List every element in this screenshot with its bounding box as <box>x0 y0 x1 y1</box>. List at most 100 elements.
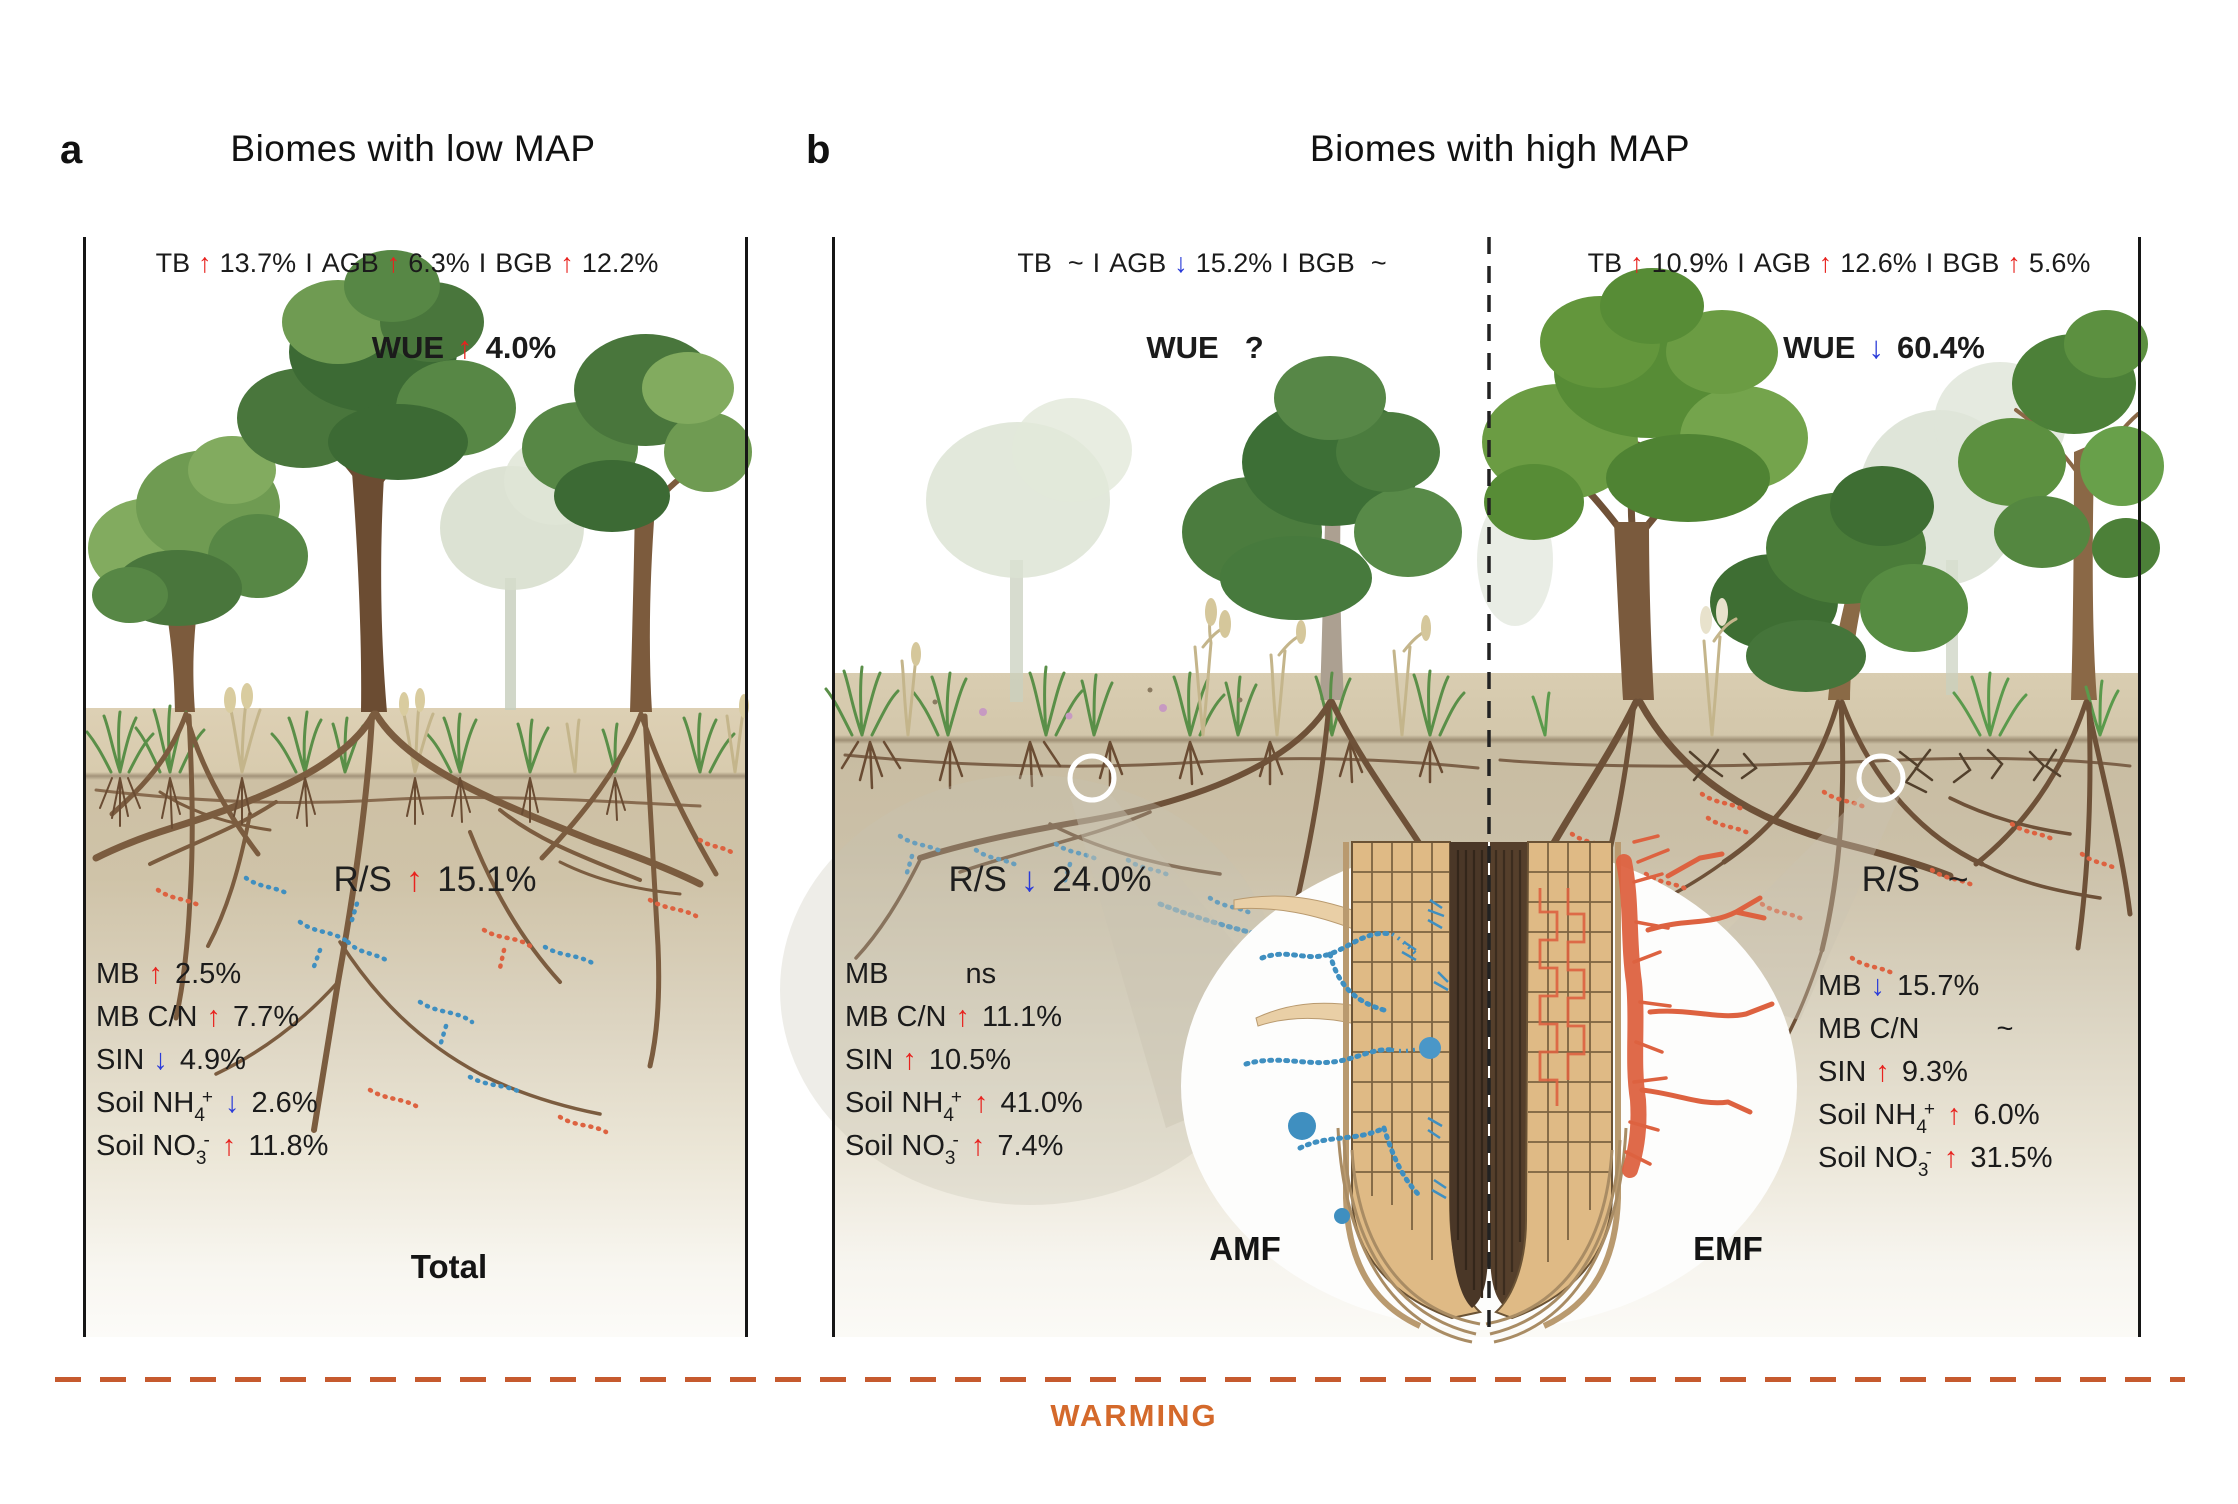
stat-label: SIN <box>1818 1056 1867 1088</box>
panel-a-title: Biomes with low MAP <box>230 128 596 169</box>
soil-stat-row: MB C/N ~ <box>1818 1013 2013 1053</box>
soil-stat-row: MB ↑ 2.5% <box>96 958 241 998</box>
trend-arrow: ↑ <box>386 248 401 278</box>
amf-label: AMF <box>1209 1230 1281 1267</box>
stat-value: ns <box>965 958 997 990</box>
panel-a-right-border <box>745 237 748 1337</box>
trend-arrow: ↑ <box>1947 1099 1962 1131</box>
trend-arrow: ↑ <box>970 1130 986 1162</box>
stat-segment: TB ↑ 10.9% <box>1587 248 1729 278</box>
stat-value: 41.0% <box>1000 1087 1083 1119</box>
trend-arrow: ↑ <box>560 248 574 278</box>
soil-stat-row: Soil NH4+ ↓ 2.6% <box>96 1087 318 1127</box>
trend-arrow: ↑ <box>1818 248 1833 278</box>
stat-label: MB <box>1818 970 1862 1002</box>
stat-value: 2.5% <box>175 958 242 990</box>
stat-value: 31.5% <box>1970 1142 2053 1174</box>
stat-value: 7.4% <box>997 1130 1064 1162</box>
soil-stat-row: SIN ↑ 10.5% <box>845 1044 1011 1084</box>
soil-stat-row: Soil NH4+ ↑ 6.0% <box>1818 1099 2040 1139</box>
stat-value: 6.0% <box>1973 1099 2040 1131</box>
trend-arrow: ↑ <box>974 1087 989 1119</box>
stat-label: MB C/N <box>845 1001 947 1033</box>
panel-a-root-shoot-stat: R/S ↑ 15.1% <box>333 860 537 899</box>
stat-value: 4.9% <box>179 1044 246 1076</box>
soil-stat-row: Soil NH4+ ↑ 41.0% <box>845 1087 1083 1127</box>
trend-arrow: ↑ <box>405 860 424 899</box>
trend-arrow: ↓ <box>1020 860 1039 899</box>
stat-label: Soil NO3- <box>1818 1142 1932 1181</box>
panel-b-amf-biomass-stats: TB ~ I AGB ↓ 15.2% I BGB ~ <box>1017 248 1387 278</box>
soil-stat-row: Soil NO3- ↑ 31.5% <box>1818 1142 2053 1182</box>
stat-segment: TB ↑ 13.7% <box>155 248 297 278</box>
panel-a-total-label: Total <box>410 1248 488 1285</box>
stat-value: 7.7% <box>233 1001 300 1033</box>
panel-b-left-border <box>832 237 835 1337</box>
soil-stat-row: MB C/N ↑ 11.1% <box>845 1001 1062 1041</box>
panel-a-biomass-stats: TB ↑ 13.7% I AGB ↑ 6.3% I BGB ↑ 12.2% <box>155 248 659 278</box>
stat-segment: TB ~ <box>1017 248 1084 278</box>
soil-stat-row: Soil NO3- ↑ 11.8% <box>96 1130 328 1170</box>
soil-stat-row: MB ↓ 15.7% <box>1818 970 1979 1010</box>
trend-arrow: ↑ <box>955 1001 971 1033</box>
stat-value: 11.1% <box>982 1001 1063 1033</box>
stat-value: 10.5% <box>928 1044 1012 1076</box>
soil-stat-row: SIN ↓ 4.9% <box>96 1044 246 1084</box>
soil-stat-row: MB ns <box>845 958 996 998</box>
trend-arrow: ↓ <box>153 1044 168 1076</box>
stat-segment: AGB ↑ 12.6% <box>1753 248 1917 278</box>
panel-a-wue-stat: WUE ↑ 4.0% <box>371 330 557 365</box>
stat-value: 15.7% <box>1897 970 1980 1002</box>
stat-value: 2.6% <box>251 1087 318 1119</box>
soil-stat-row: MB C/N ↑ 7.7% <box>96 1001 299 1041</box>
panel-b-right-border <box>2138 237 2141 1337</box>
trend-arrow: ↑ <box>198 248 212 278</box>
trend-arrow: ↑ <box>148 958 164 990</box>
soil-stat-row: Soil NO3- ↑ 7.4% <box>845 1130 1063 1170</box>
stat-label: Soil NO3- <box>845 1130 959 1169</box>
trend-arrow: ↑ <box>221 1130 237 1162</box>
stat-label: MB C/N <box>96 1001 198 1033</box>
soil-stat-row: SIN ↑ 9.3% <box>1818 1056 1968 1096</box>
stat-label: Soil NO3- <box>96 1130 210 1169</box>
stat-segment: AGB ↓ 15.2% <box>1109 248 1273 278</box>
stat-label: SIN <box>845 1044 894 1076</box>
stat-label: MB C/N <box>1818 1013 1920 1045</box>
trend-arrow: ↑ <box>1630 248 1644 278</box>
panel-b-label: b <box>806 128 831 172</box>
stat-value: 9.3% <box>1901 1056 1968 1088</box>
trend-arrow: ↓ <box>1870 970 1886 1002</box>
panel-b-amf-wue-stat: WUE? <box>1146 330 1264 365</box>
trend-arrow: ↓ <box>225 1087 240 1119</box>
stat-segment: AGB ↑ 6.3% <box>321 248 470 278</box>
trend-arrow: ↑ <box>2007 248 2021 278</box>
warming-label: WARMING <box>1050 1398 1218 1433</box>
stat-value: 11.8% <box>248 1130 329 1162</box>
trend-arrow: ↑ <box>206 1001 222 1033</box>
trend-arrow: ↑ <box>457 330 473 365</box>
emf-label: EMF <box>1693 1230 1763 1267</box>
stat-label: MB <box>845 958 889 990</box>
trend-arrow: ↓ <box>1174 248 1188 278</box>
trend-arrow: ↓ <box>1868 330 1884 365</box>
warming-dashed-line <box>55 1377 2185 1382</box>
trend-arrow: ↑ <box>1875 1056 1890 1088</box>
stat-label: SIN <box>96 1044 145 1076</box>
stat-label: MB <box>96 958 140 990</box>
stat-segment: BGB ↑ 5.6% <box>1942 248 2091 278</box>
panel-a-trees-illustration <box>88 250 752 712</box>
trend-arrow: ↑ <box>902 1044 917 1076</box>
stat-segment: BGB ↑ 12.2% <box>495 248 659 278</box>
panel-b-emf-wue-stat: WUE ↓ 60.4% <box>1783 330 1985 365</box>
panel-b-title: Biomes with high MAP <box>1309 128 1691 169</box>
panel-b-emf-biomass-stats: TB ↑ 10.9% I AGB ↑ 12.6% I BGB ↑ 5.6% <box>1587 248 2091 278</box>
trend-arrow: ↑ <box>1943 1142 1959 1174</box>
stat-label: Soil NH4+ <box>1818 1099 1935 1138</box>
panel-a-label: a <box>60 128 83 172</box>
stat-segment: BGB ~ <box>1297 248 1387 278</box>
panel-b-emf-root-shoot-stat: R/S ~ <box>1861 860 1969 899</box>
panel-b-amf-trees-illustration <box>926 356 1462 702</box>
stat-value: ~ <box>1996 1013 2014 1045</box>
panel-a-left-border <box>83 237 86 1337</box>
